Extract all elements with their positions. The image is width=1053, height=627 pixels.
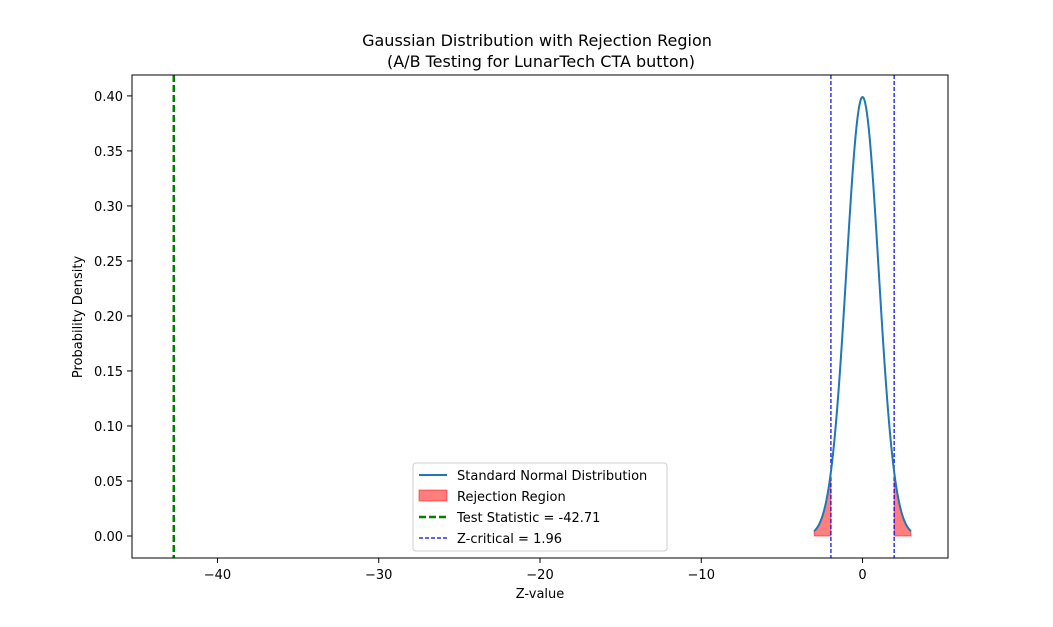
normal-distribution-curve — [813, 96, 912, 532]
x-tick-label: −40 — [204, 568, 231, 583]
legend-label-distribution: Standard Normal Distribution — [457, 469, 647, 484]
x-axis-label: Z-value — [516, 587, 565, 602]
legend-label-z-critical: Z-critical = 1.96 — [457, 532, 562, 547]
legend-label-rejection: Rejection Region — [457, 490, 566, 505]
legend-label-test-statistic: Test Statistic = -42.71 — [456, 511, 600, 526]
legend-box — [412, 462, 668, 552]
y-axis-label: Probability Density — [71, 256, 86, 379]
y-tick-label: 0.40 — [94, 90, 123, 105]
x-tick-label: −30 — [365, 568, 392, 583]
y-tick-label: 0.30 — [94, 200, 123, 215]
y-tick-label: 0.00 — [94, 530, 123, 545]
y-tick-label: 0.25 — [94, 255, 123, 270]
x-tick-label: −10 — [688, 568, 715, 583]
x-axis: −40 −30 −20 −10 0 — [204, 558, 867, 583]
chart-title: Gaussian Distribution with Rejection Reg… — [362, 31, 712, 50]
rejection-region-left — [813, 471, 832, 537]
legend: Standard Normal Distribution Rejection R… — [412, 462, 668, 552]
rejection-region-right — [893, 471, 912, 537]
y-axis: 0.00 0.05 0.10 0.15 0.20 0.25 0.30 0.35 0.40 — [94, 90, 132, 545]
y-tick-label: 0.20 — [94, 310, 123, 325]
y-tick-label: 0.05 — [94, 475, 123, 490]
chart-subtitle: (A/B Testing for LunarTech CTA button) — [387, 52, 695, 71]
legend-swatch-rejection — [418, 489, 448, 502]
x-tick-label: −20 — [526, 568, 553, 583]
plot-area — [172, 75, 912, 558]
y-tick-label: 0.15 — [94, 365, 123, 380]
y-tick-label: 0.35 — [94, 145, 123, 160]
y-tick-label: 0.10 — [94, 420, 123, 435]
x-tick-label: 0 — [858, 568, 866, 583]
